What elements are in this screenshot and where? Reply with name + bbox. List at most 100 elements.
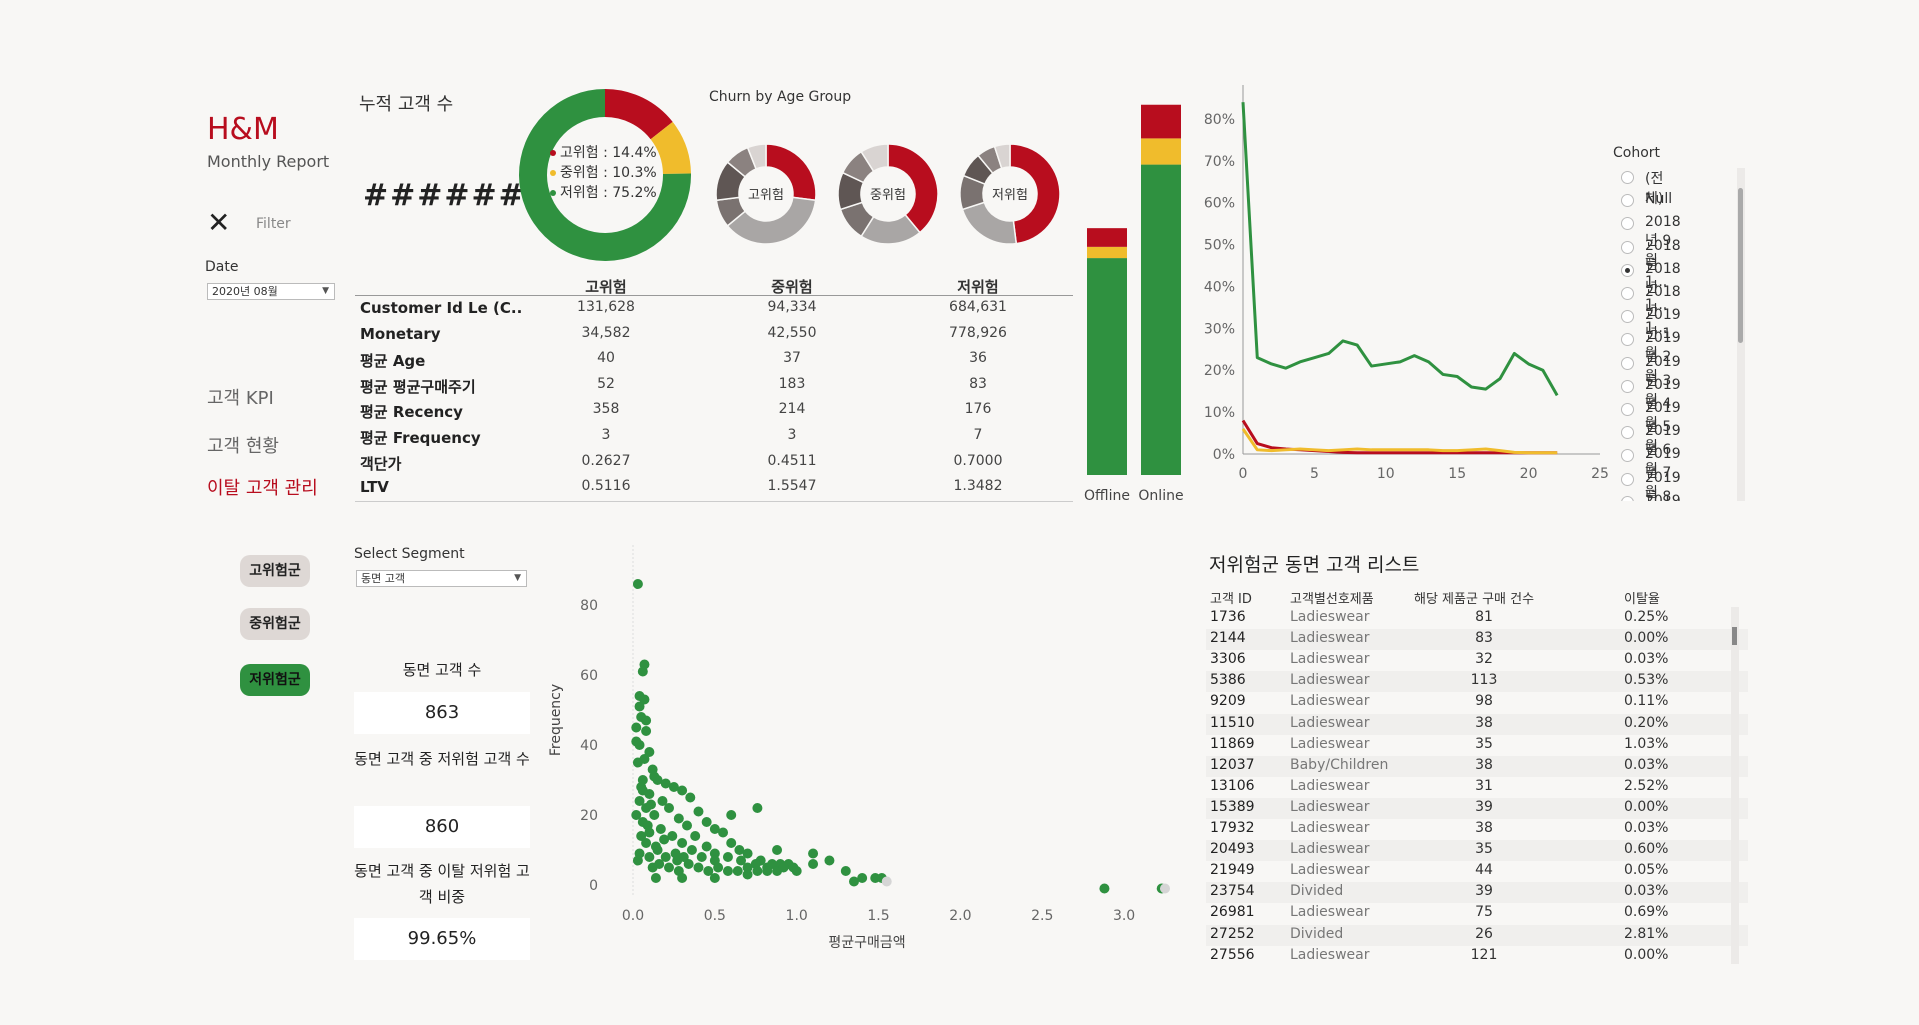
table-row[interactable]: 9209 Ladieswear 98 0.11%	[1206, 692, 1748, 713]
table-cell: 3306	[1210, 651, 1246, 668]
radio-icon[interactable]	[1621, 333, 1634, 347]
scatter-point	[752, 866, 763, 876]
scatter-point	[683, 859, 694, 869]
scatter-point	[713, 862, 724, 873]
scatter-point	[726, 838, 737, 848]
radio-icon[interactable]	[1621, 379, 1634, 393]
radio-icon[interactable]	[1621, 426, 1634, 440]
table-cell: 684,631	[949, 299, 1007, 315]
table-cell: 52	[597, 375, 615, 392]
radio-icon[interactable]	[1621, 240, 1634, 254]
channel-bar-online-1	[1141, 138, 1181, 165]
table-cell: 23754	[1210, 883, 1255, 900]
nav-customer-status[interactable]: 고객 현황	[207, 436, 279, 457]
scatter-point-muted	[1160, 883, 1170, 894]
table-cell: 1.03%	[1624, 735, 1669, 752]
table-row[interactable]: 11869 Ladieswear 35 1.03%	[1206, 735, 1748, 756]
list-scrollbar-track[interactable]	[1731, 607, 1739, 964]
table-cell: Ladieswear	[1290, 693, 1370, 710]
segment-button-0[interactable]: 고위험군	[240, 555, 310, 587]
scatter-ytick: 20	[580, 808, 598, 824]
scatter-xtick: 2.0	[949, 908, 971, 924]
channel-bar-offline-0	[1087, 258, 1127, 475]
age-slice-2-1	[961, 201, 1018, 245]
scatter-point	[650, 873, 661, 883]
line-ytick: 60%	[1204, 196, 1235, 212]
table-cell: 31	[1475, 777, 1493, 794]
scatter-point	[808, 848, 819, 859]
radio-icon[interactable]	[1621, 356, 1634, 370]
cohort-option-label: 2019년 8월	[1645, 469, 1681, 501]
table-row[interactable]: 26981 Ladieswear 75 0.69%	[1206, 903, 1748, 924]
cohort-scrollbar-track[interactable]	[1737, 168, 1745, 501]
table-row[interactable]: 12037 Baby/Children 38 0.03%	[1206, 755, 1748, 777]
scatter-point	[752, 803, 763, 813]
table-cell: 0.00%	[1624, 630, 1669, 647]
table-cell: 27252	[1210, 925, 1255, 942]
table-row[interactable]: 13106 Ladieswear 31 2.52%	[1206, 777, 1748, 798]
table-row[interactable]: 23754 Divided 39 0.03%	[1206, 882, 1748, 904]
radio-icon[interactable]	[1621, 263, 1634, 277]
scatter-point	[734, 845, 745, 855]
kpi-dormant-ratio-label: 동면 고객 중 이탈 저위험 고객 비중	[354, 862, 530, 906]
date-select[interactable]: 2020년 08월 ▼	[207, 283, 335, 300]
channel-bar-offline-2	[1087, 228, 1127, 247]
radio-icon[interactable]	[1621, 217, 1634, 231]
close-icon[interactable]: ✕	[207, 206, 231, 239]
kpi-dormant-low-label: 동면 고객 중 저위험 고객 수	[354, 750, 530, 768]
table-cell: 12037	[1210, 756, 1255, 773]
table-row[interactable]: 5386 Ladieswear 113 0.53%	[1206, 671, 1748, 693]
table-row-label: 평균 Frequency	[360, 429, 481, 447]
table-row[interactable]: 21949 Ladieswear 44 0.05%	[1206, 861, 1748, 882]
chevron-down-icon: ▼	[322, 286, 329, 296]
table-row[interactable]: 27556 Ladieswear 121 0.00%	[1206, 946, 1748, 967]
segment-button-2[interactable]: 저위험군	[240, 664, 310, 696]
scatter-ytick: 40	[580, 738, 598, 754]
line-series-1	[1241, 419, 1558, 455]
table-cell: 0.03%	[1624, 883, 1669, 900]
radio-icon[interactable]	[1621, 171, 1634, 184]
kpi-dormant-value: 863	[354, 692, 530, 734]
table-cell: 778,926	[949, 324, 1007, 341]
scatter-point	[660, 852, 671, 862]
table-cell: 44	[1475, 862, 1493, 879]
table-row[interactable]: 2144 Ladieswear 83 0.00%	[1206, 629, 1748, 651]
segment-button-1[interactable]: 중위험군	[240, 608, 310, 640]
radio-icon[interactable]	[1621, 194, 1634, 208]
table-cell: 83	[969, 375, 987, 392]
scatter-xtick: 0.5	[704, 908, 726, 924]
radio-icon[interactable]	[1621, 495, 1634, 501]
radio-icon[interactable]	[1621, 472, 1634, 486]
nav-customer-kpi[interactable]: 고객 KPI	[207, 388, 274, 409]
table-cell: 21949	[1210, 862, 1255, 879]
nav-churn-management[interactable]: 이탈 고객 관리	[207, 478, 318, 499]
table-cell: Ladieswear	[1290, 735, 1370, 752]
segment-select[interactable]: 동면 고객 ▼	[356, 570, 527, 587]
table-row[interactable]: 3306 Ladieswear 32 0.03%	[1206, 650, 1748, 671]
table-row[interactable]: 20493 Ladieswear 35 0.60%	[1206, 840, 1748, 862]
table-cell: 83	[1475, 630, 1493, 647]
cohort-scrollbar-thumb[interactable]	[1738, 188, 1743, 343]
line-xtick: 15	[1448, 466, 1466, 482]
age-slice-0-1	[726, 196, 817, 245]
scatter-xtick: 2.5	[1031, 908, 1053, 924]
channel-label-0: Offline	[1084, 488, 1130, 504]
radio-icon[interactable]	[1621, 310, 1634, 324]
brand-logo: H&M	[207, 112, 279, 147]
table-row[interactable]: 1736 Ladieswear 81 0.25%	[1206, 608, 1748, 629]
donut-legend-2: 저위험 : 75.2%	[560, 185, 657, 201]
list-scrollbar-thumb[interactable]	[1732, 627, 1737, 645]
col-preferred-product: 고객별선호제품	[1290, 592, 1374, 607]
radio-icon[interactable]	[1621, 287, 1634, 300]
radio-icon[interactable]	[1621, 449, 1634, 463]
table-row[interactable]: 27252 Divided 26 2.81%	[1206, 924, 1748, 946]
table-row[interactable]: 17932 Ladieswear 38 0.03%	[1206, 819, 1748, 840]
table-row[interactable]: 15389 Ladieswear 39 0.00%	[1206, 797, 1748, 819]
col-churn-rate: 이탈율	[1624, 592, 1660, 607]
radio-icon[interactable]	[1621, 403, 1634, 416]
table-row[interactable]: 11510 Ladieswear 38 0.20%	[1206, 713, 1748, 735]
table-cell: 113	[1470, 672, 1498, 689]
table-bottom-divider	[355, 501, 1073, 502]
scatter-point	[639, 694, 650, 705]
donut-legend-0: 고위험 : 14.4%	[560, 145, 657, 161]
